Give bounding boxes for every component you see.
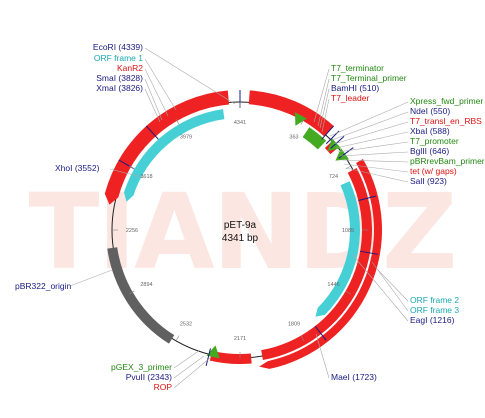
tick-mark — [300, 118, 305, 125]
orf-frame-1-feature[interactable] — [123, 109, 225, 202]
label-orf-frame-2[interactable]: ORF frame 2 — [410, 295, 459, 305]
tick-mark — [128, 165, 135, 170]
site-smai[interactable] — [145, 125, 159, 140]
label-xhoi[interactable]: XhoI (3552) — [55, 163, 100, 173]
watermark-text: TIANDZ — [29, 171, 456, 293]
tick-label: 2171 — [234, 336, 246, 342]
label-pbrrevbam-primer[interactable]: pBRrevBam_primer — [410, 156, 485, 166]
orf-frame-2-feature[interactable] — [315, 181, 360, 317]
tet-feature[interactable] — [248, 90, 334, 137]
label-smai[interactable]: SmaI (3828) — [96, 73, 143, 83]
label-orf-frame-3[interactable]: ORF frame 3 — [410, 305, 459, 315]
tet-inner-feature[interactable] — [261, 168, 372, 360]
leader-t7-terminator — [313, 68, 330, 123]
plasmid-name: pET-9a — [224, 220, 257, 231]
label-xbai[interactable]: XbaI (588) — [410, 126, 450, 136]
leader-orf-frame-1 — [144, 58, 177, 111]
tick-label: 2256 — [126, 228, 138, 234]
label-ndei[interactable]: NdeI (550) — [410, 106, 450, 116]
tick-label: 2894 — [140, 282, 152, 288]
site-xbai[interactable] — [330, 135, 345, 149]
tick-label: 4341 — [234, 120, 246, 126]
leader-orf-frame-3 — [371, 261, 409, 312]
leader-pgex — [173, 349, 201, 369]
leader-orf-frame-2 — [377, 269, 409, 302]
t7-promoter-feature[interactable] — [302, 127, 327, 150]
leader-maei — [315, 333, 330, 379]
leader-right-mid — [339, 151, 409, 157]
tick-mark — [345, 165, 352, 170]
leader-t7-leader — [321, 98, 330, 133]
label-pbr322-origin[interactable]: pBR322_origin — [15, 281, 72, 291]
label-t7-terminal-primer[interactable]: T7_Terminal_primer — [331, 73, 407, 83]
leader-right-mid — [343, 163, 409, 173]
label-t7-leader[interactable]: T7_leader — [331, 93, 369, 103]
tet-outer-feature[interactable] — [259, 159, 383, 369]
label-tet[interactable]: tet (w/ gaps) — [410, 166, 457, 176]
tick-label: 1085 — [342, 228, 354, 234]
label-bamhi[interactable]: BamHI (510) — [331, 83, 379, 93]
label-maei[interactable]: MaeI (1723) — [331, 372, 377, 382]
leader-ecori — [144, 47, 236, 105]
leader-ori — [69, 269, 113, 287]
label-bglii[interactable]: BglII (646) — [410, 146, 449, 156]
tick-label: 1446 — [327, 282, 339, 288]
tick-label: 2532 — [180, 322, 192, 328]
site-bglii[interactable] — [338, 147, 354, 159]
label-xmai[interactable]: XmaI (3826) — [96, 83, 143, 93]
label-t7-promoter[interactable]: T7_promoter — [410, 136, 459, 146]
leader-pvuii — [173, 355, 205, 379]
label-eagi[interactable]: EagI (1216) — [410, 315, 455, 325]
label-ecori[interactable]: EcoRI (4339) — [93, 42, 143, 52]
label-t7-transl-en-rbs[interactable]: T7_transl_en_RBS — [410, 116, 482, 126]
leader-right-mid — [341, 159, 409, 163]
tick-mark — [175, 118, 180, 125]
label-orf-frame-1[interactable]: ORF frame 1 — [94, 53, 143, 63]
tick-mark — [175, 335, 180, 342]
leader-right-mid — [329, 101, 409, 137]
label-kanr2[interactable]: KanR2 — [117, 63, 143, 73]
leader-smai — [144, 78, 163, 121]
site-bamhi[interactable] — [321, 125, 335, 140]
tick-mark — [345, 290, 352, 295]
leader-right-mid — [335, 131, 409, 149]
tick-layer: 4341 363 724 1085 1446 1809 2171 2532 2894 2256 36… — [112, 102, 368, 358]
leader-terminal-primer — [317, 78, 330, 127]
pgex-primer-wedge[interactable] — [206, 345, 220, 359]
site-eagi[interactable] — [360, 250, 378, 255]
leader-xmai — [144, 88, 161, 123]
label-sali[interactable]: SalI (923) — [410, 176, 447, 186]
leader-right-mid — [345, 167, 409, 183]
label-xpress-fwd-primer[interactable]: Xpress_fwd_primer — [410, 96, 483, 106]
leader-kanr2 — [144, 68, 169, 117]
label-t7-terminator[interactable]: T7_terminator — [331, 63, 384, 73]
tick-mark — [128, 290, 135, 295]
leader-rop — [173, 357, 211, 389]
tick-label: 3618 — [140, 174, 152, 180]
plasmid-size: 4341 bp — [222, 233, 259, 244]
leader-right-mid — [337, 141, 409, 153]
leader-right-mid — [333, 121, 409, 145]
site-sali[interactable] — [358, 195, 376, 201]
site-pvuii[interactable] — [205, 348, 211, 366]
tick-mark — [300, 335, 305, 342]
rop-feature[interactable] — [209, 350, 252, 364]
leader-bamhi — [319, 88, 330, 129]
label-rop[interactable]: ROP — [154, 382, 173, 392]
pbrrevbam-primer-wedge[interactable] — [335, 148, 350, 161]
tick-label: 1809 — [288, 322, 300, 328]
terminal-primer-wedge[interactable] — [294, 112, 307, 126]
label-pgex-3-primer[interactable]: pGEX_3_primer — [111, 362, 172, 372]
tick-label: 724 — [329, 174, 338, 180]
tick-label: 363 — [289, 134, 298, 140]
pbr322-origin-feature[interactable] — [107, 247, 175, 344]
site-maei[interactable] — [314, 325, 327, 341]
label-pvuii[interactable]: PvuII (2343) — [126, 372, 172, 382]
leader-right-mid — [331, 111, 409, 141]
leader-xhoi — [109, 168, 146, 179]
leader-layer — [69, 47, 409, 389]
tick-label: 3979 — [180, 134, 192, 140]
leader-eagi — [351, 253, 409, 322]
